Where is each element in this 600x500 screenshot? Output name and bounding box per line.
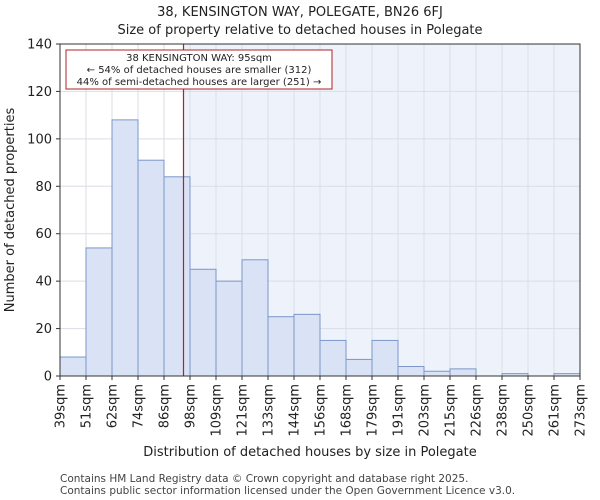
x-tick-label: 179sqm	[366, 384, 381, 437]
x-tick-label: 238sqm	[496, 384, 511, 437]
histogram-bar	[293, 313, 321, 377]
x-tick-label: 109sqm	[210, 384, 225, 437]
x-tick-label: 74sqm	[132, 384, 147, 428]
footer-copyright: Contains HM Land Registry data © Crown c…	[60, 473, 468, 485]
histogram-bar	[397, 366, 425, 377]
histogram-bar	[371, 339, 399, 377]
x-tick-label: 226sqm	[470, 384, 485, 437]
x-tick-labels: 39sqm 51sqm 62sqm 74sqm 86sqm 98sqm 109sqm 121s…	[54, 376, 589, 437]
histogram-bar	[345, 358, 373, 377]
x-tick-label: 98sqm	[184, 384, 199, 428]
x-tick-label: 215sqm	[444, 384, 459, 437]
x-tick-label: 121sqm	[236, 384, 251, 437]
annotation-smaller-text: ← 54% of detached houses are smaller (31…	[87, 65, 312, 76]
x-tick-label: 39sqm	[54, 384, 69, 428]
histogram-bar	[85, 247, 113, 377]
y-tick-labels: 0 20 40 60 80 100 120 140	[27, 38, 60, 385]
y-tick-label: 80	[35, 180, 52, 195]
x-tick-label: 144sqm	[288, 384, 303, 437]
x-tick-label: 168sqm	[340, 384, 355, 437]
x-tick-label: 203sqm	[418, 384, 433, 437]
histogram-bar	[189, 268, 217, 377]
x-axis-label: Distribution of detached houses by size …	[143, 445, 476, 460]
annotation-border	[65, 49, 333, 90]
chart-title: 38, KENSINGTON WAY, POLEGATE, BN26 6FJ	[157, 5, 443, 20]
x-tick-label: 191sqm	[392, 384, 407, 437]
y-tick-label: 0	[44, 370, 52, 385]
x-tick-label: 133sqm	[262, 384, 277, 437]
histogram-bar	[423, 370, 451, 377]
x-tick-label: 156sqm	[314, 384, 329, 437]
y-tick-label: 120	[27, 85, 52, 100]
histogram-bar	[137, 159, 165, 377]
annotation-property-label: 38 KENSINGTON WAY: 95sqm	[126, 53, 272, 64]
histogram-bar	[215, 280, 243, 377]
bar-group	[59, 119, 581, 377]
x-tick-label: 51sqm	[80, 384, 95, 428]
histogram-bar	[319, 339, 347, 377]
y-tick-label: 40	[35, 275, 52, 290]
y-tick-label: 140	[27, 38, 52, 53]
y-tick-label: 20	[35, 322, 52, 337]
y-tick-label: 100	[27, 132, 52, 147]
x-tick-label: 273sqm	[574, 384, 589, 437]
x-tick-label: 261sqm	[548, 384, 563, 437]
histogram-bar	[241, 259, 269, 377]
histogram-bar	[267, 316, 295, 377]
y-tick-label: 60	[35, 227, 52, 242]
annotation-larger-text: 44% of semi-detached houses are larger (…	[77, 77, 322, 88]
histogram-bar	[449, 368, 477, 377]
annotation-box: 38 KENSINGTON WAY: 95sqm ← 54% of detach…	[65, 49, 333, 90]
x-tick-label: 250sqm	[522, 384, 537, 437]
y-axis-label: Number of detached properties	[3, 108, 18, 313]
x-tick-label: 62sqm	[106, 384, 121, 428]
chart-subtitle: Size of property relative to detached ho…	[117, 23, 482, 38]
histogram-bar	[163, 176, 191, 377]
histogram-bar	[111, 119, 139, 377]
footer-licence: Contains public sector information licen…	[60, 485, 515, 497]
histogram-bar	[59, 356, 87, 377]
x-tick-label: 86sqm	[158, 384, 173, 428]
